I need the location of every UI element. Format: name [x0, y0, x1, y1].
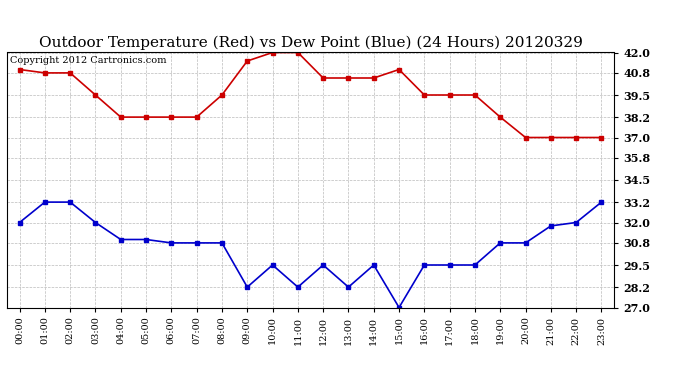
Text: Copyright 2012 Cartronics.com: Copyright 2012 Cartronics.com: [10, 56, 166, 65]
Title: Outdoor Temperature (Red) vs Dew Point (Blue) (24 Hours) 20120329: Outdoor Temperature (Red) vs Dew Point (…: [39, 36, 582, 50]
